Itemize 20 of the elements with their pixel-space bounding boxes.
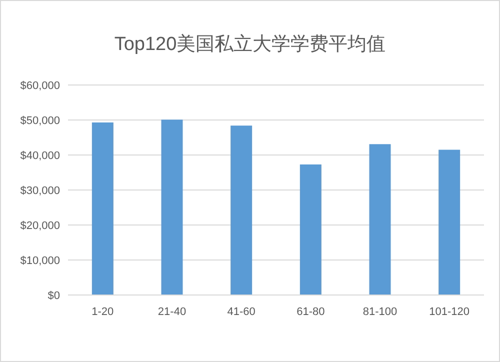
x-tick-label: 61-80	[296, 306, 325, 318]
bar	[161, 120, 183, 295]
x-tick-label: 41-60	[227, 306, 256, 318]
y-tick-label: $0	[48, 290, 60, 302]
chart-title: Top120美国私立大学学费平均值	[114, 33, 386, 55]
x-tick-label: 21-40	[158, 306, 186, 318]
x-tick-label: 81-100	[362, 306, 398, 318]
y-tick-label: $30,000	[20, 185, 60, 197]
y-tick-label: $50,000	[20, 115, 60, 127]
y-tick-label: $10,000	[20, 255, 60, 267]
bar	[438, 150, 460, 295]
bar	[92, 122, 114, 295]
bar	[300, 164, 322, 295]
x-tick-label: 101-120	[429, 306, 470, 318]
y-tick-label: $60,000	[20, 80, 60, 92]
bar	[230, 126, 252, 295]
y-tick-label: $20,000	[20, 220, 60, 232]
y-tick-label: $40,000	[20, 150, 60, 162]
x-tick-label: 1-20	[92, 306, 114, 318]
bar	[369, 144, 391, 295]
